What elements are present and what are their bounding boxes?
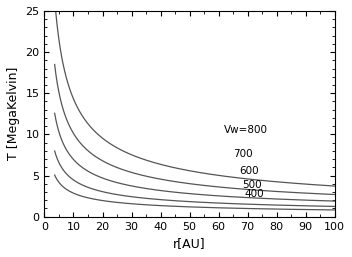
Text: 700: 700 (233, 149, 253, 159)
Text: 400: 400 (245, 189, 264, 199)
X-axis label: r[AU]: r[AU] (173, 237, 206, 250)
Text: 500: 500 (242, 180, 261, 190)
Y-axis label: T [MegaKelvin]: T [MegaKelvin] (7, 67, 20, 160)
Text: 600: 600 (239, 166, 258, 176)
Text: Vw=800: Vw=800 (224, 125, 268, 135)
